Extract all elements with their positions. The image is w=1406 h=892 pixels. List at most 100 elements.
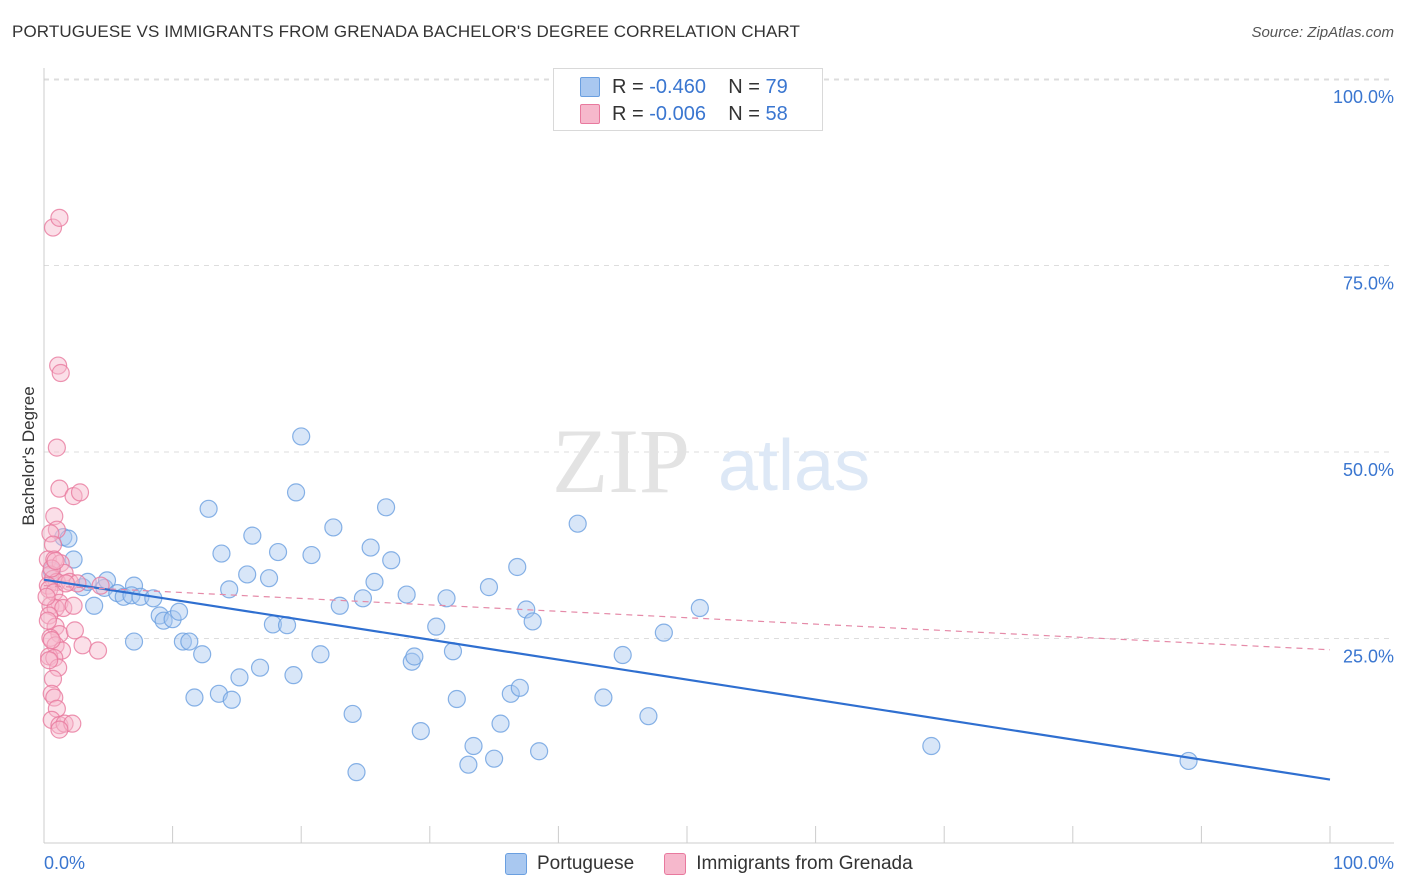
data-point-grenada (50, 208, 69, 227)
legend-swatch-grenada-bottom (664, 853, 687, 875)
n-value-portuguese: 79 (765, 75, 788, 98)
data-point-portuguese (397, 585, 416, 604)
data-point-grenada (91, 576, 110, 595)
legend-label-grenada: Immigrants from Grenada (696, 853, 913, 874)
data-point-portuguese (343, 704, 362, 724)
data-point-portuguese (508, 557, 527, 577)
data-point-portuguese (222, 690, 241, 709)
data-point-grenada (55, 714, 74, 733)
data-point-portuguese (212, 544, 231, 563)
data-point-portuguese (220, 580, 239, 599)
data-point-grenada (46, 551, 65, 571)
correlation-legend: R = -0.460 N = 79 R = -0.006 N = 58 (553, 68, 823, 131)
y-axis-label: Bachelor's Degree (19, 386, 38, 525)
data-point-portuguese (284, 666, 303, 685)
data-point-portuguese (437, 589, 456, 608)
data-point-grenada (49, 356, 68, 375)
legend-swatch-portuguese-bottom (505, 853, 527, 875)
data-point-grenada (65, 621, 84, 640)
data-point-portuguese (1179, 751, 1198, 771)
data-point-portuguese (427, 617, 446, 636)
chart-title: PORTUGUESE VS IMMIGRANTS FROM GRENADA BA… (12, 22, 800, 41)
data-point-portuguese (185, 688, 204, 707)
data-point-portuguese (292, 427, 311, 446)
y-tick-label: 25.0% (1343, 647, 1394, 667)
data-point-portuguese (193, 645, 212, 664)
data-point-portuguese (530, 742, 549, 761)
x-tick-label: 0.0% (44, 853, 85, 873)
y-tick-label: 100.0% (1333, 87, 1394, 107)
data-point-grenada (50, 720, 69, 739)
tick-labels: 100.0% 75.0% 50.0% 25.0% 0.0% 100.0% (44, 87, 1394, 873)
data-point-portuguese (510, 678, 529, 697)
data-point-portuguese (169, 602, 189, 621)
data-point-portuguese (173, 632, 192, 651)
data-point-grenada (64, 596, 83, 615)
data-point-grenada (43, 218, 63, 237)
legend-item-grenada: Immigrants from Grenada (664, 853, 913, 875)
data-point-portuguese (302, 545, 321, 565)
trend-line-grenada (43, 585, 1331, 651)
data-point-portuguese (311, 645, 330, 664)
r-value-portuguese: -0.460 (649, 75, 706, 98)
data-point-portuguese (443, 642, 463, 661)
axes (43, 68, 1394, 844)
data-point-portuguese (376, 498, 396, 517)
trend-line-portuguese (43, 578, 1331, 781)
data-point-portuguese (479, 578, 499, 597)
trend-lines (43, 578, 1331, 781)
data-point-portuguese (324, 518, 343, 537)
data-point-grenada (70, 483, 90, 502)
data-points (37, 208, 1198, 782)
legend-text-portuguese: R = -0.460 N = 79 (612, 76, 788, 99)
data-point-portuguese (639, 707, 658, 726)
source-label: Source: ZipAtlas.com (1251, 24, 1394, 41)
n-value-grenada: 58 (765, 102, 788, 125)
data-point-portuguese (523, 612, 542, 631)
data-point-portuguese (361, 538, 380, 557)
data-point-portuguese (411, 721, 430, 741)
data-point-portuguese (199, 499, 218, 518)
data-point-portuguese (259, 569, 279, 588)
legend-label-portuguese: Portuguese (537, 853, 635, 874)
data-point-grenada (38, 611, 57, 630)
data-point-portuguese (347, 763, 366, 782)
legend-row-portuguese: R = -0.460 N = 79 (554, 74, 822, 100)
n-label: N = (728, 75, 760, 98)
series-legend: Portuguese Immigrants from Grenada (505, 852, 943, 876)
data-point-portuguese (85, 596, 104, 615)
watermark: ZIP atlas (552, 410, 870, 512)
data-point-grenada (47, 438, 66, 457)
data-point-portuguese (286, 483, 306, 502)
data-point-portuguese (402, 652, 421, 671)
data-point-grenada (41, 524, 60, 543)
data-point-grenada (51, 363, 70, 383)
y-tick-label: 75.0% (1343, 274, 1394, 294)
watermark-atlas: atlas (718, 426, 870, 506)
data-point-portuguese (491, 714, 510, 733)
data-point-portuguese (459, 755, 478, 774)
data-point-portuguese (382, 551, 401, 570)
data-point-portuguese (464, 736, 483, 756)
data-point-grenada (88, 641, 108, 660)
data-point-portuguese (405, 647, 424, 666)
legend-swatch-grenada (580, 104, 600, 124)
data-point-portuguese (594, 688, 613, 707)
data-point-portuguese (568, 514, 587, 533)
data-point-portuguese (180, 632, 199, 651)
data-point-portuguese (238, 565, 257, 584)
data-point-portuguese (447, 689, 466, 709)
y-tick-label: 50.0% (1343, 460, 1394, 480)
data-point-portuguese (365, 572, 384, 592)
data-point-portuguese (353, 589, 373, 608)
watermark-zip: ZIP (552, 410, 690, 512)
data-point-portuguese (250, 658, 270, 677)
data-point-portuguese (613, 645, 632, 665)
data-point-grenada (42, 630, 61, 650)
r-label: R = (612, 75, 644, 98)
data-point-portuguese (501, 684, 520, 703)
legend-text-grenada: R = -0.006 N = 58 (612, 103, 788, 126)
data-point-portuguese (163, 610, 182, 629)
x-tick-label: 100.0% (1333, 853, 1394, 873)
